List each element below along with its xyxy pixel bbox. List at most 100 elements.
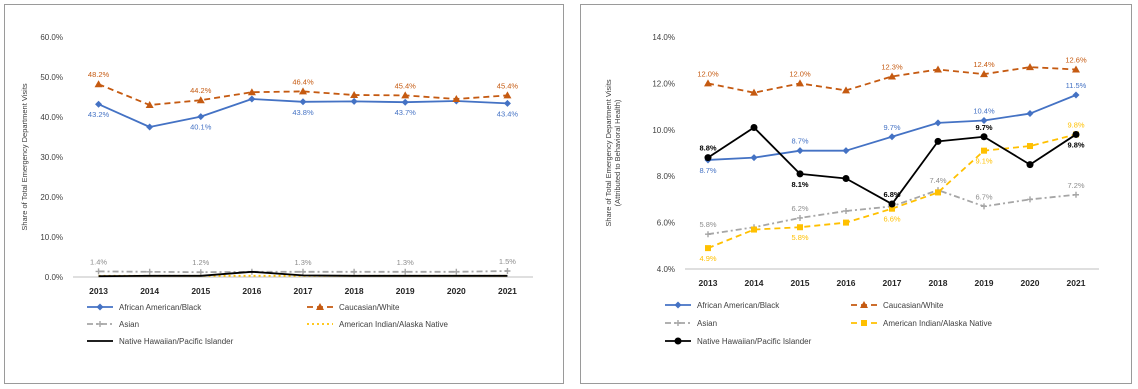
asian-point: [300, 268, 306, 275]
series-african-american-black: 8.7% 8.7% 9.7% 10.4% 11.5%: [699, 81, 1086, 175]
legend-label: African American/Black: [697, 301, 780, 310]
asian-point: [402, 268, 409, 275]
american-indian-alaska-native-line: [707, 133, 1077, 249]
american-indian-alaska-native-point: [797, 224, 803, 231]
caucasian-white-point: [934, 65, 942, 73]
y-axis-title: Share of Total Emergency Department Visi…: [604, 79, 622, 227]
asian-point: [453, 268, 460, 275]
caucasian-white-point: [452, 95, 461, 102]
x-tick-label: 2020: [447, 286, 466, 296]
y-tick-label: 4.0%: [657, 265, 675, 274]
american-indian-alaska-native-point: [1027, 143, 1033, 150]
caucasian-white-point: [299, 87, 307, 95]
african-american-black-point: [350, 97, 358, 105]
data-label: 12.3%: [881, 62, 903, 71]
african-american-black-point: [503, 99, 511, 107]
caucasian-white-point: [704, 79, 712, 87]
y-tick-label: 10.0%: [40, 233, 63, 242]
american-indian-alaska-native-point: [889, 205, 895, 212]
data-label: 11.5%: [1066, 81, 1087, 90]
american-indian-alaska-native-point: [751, 226, 757, 233]
x-tick-label: 2021: [1067, 278, 1086, 288]
legend-item-asian: Asian: [665, 319, 717, 328]
data-label: 8.8%: [699, 144, 716, 153]
native-hawaiian-pacific-islander-point: [1026, 161, 1034, 169]
data-label: 1.2%: [192, 258, 209, 267]
data-label: 48.2%: [88, 70, 110, 79]
legend-item-caucasian-white: Caucasian/White: [307, 303, 400, 312]
chart-panel-right: 4.0% 6.0% 8.0% 10.0% 12.0% 14.0% 2013 2014 2015 2…: [580, 4, 1132, 384]
data-label: 5.8%: [699, 220, 716, 229]
data-label: 10.4%: [973, 107, 995, 116]
legend-label: Native Hawaiian/Pacific Islander: [697, 337, 812, 346]
line-chart-right: 4.0% 6.0% 8.0% 10.0% 12.0% 14.0% 2013 2014 2015 2…: [604, 33, 1099, 346]
legend-marker: [97, 321, 103, 327]
caucasian-white-point: [1072, 65, 1080, 73]
caucasian-white-point: [1026, 63, 1034, 71]
legend-label: American Indian/Alaska Native: [883, 319, 992, 328]
x-tick-label: 2015: [791, 278, 810, 288]
native-hawaiian-pacific-islander-point: [842, 175, 850, 183]
x-tick-label: 2021: [498, 286, 517, 296]
legend-marker: [675, 320, 681, 326]
asian-point: [1073, 191, 1079, 198]
caucasian-white-point: [94, 80, 103, 88]
caucasian-white-point: [196, 96, 205, 104]
series-native-hawaiian-pacific-islander: 8.8% 8.1% 6.8% 9.7% 9.8%: [699, 123, 1085, 208]
american-indian-alaska-native-point: [705, 245, 711, 252]
caucasian-white-point: [401, 91, 410, 99]
y-tick-label: 12.0%: [652, 79, 675, 88]
x-tick-label: 2017: [883, 278, 902, 288]
data-label: 12.0%: [697, 69, 719, 78]
native-hawaiian-pacific-islander-point: [1072, 130, 1080, 138]
series-asian: 1.4% 1.2% 1.3% 1.3% 1.5%: [90, 257, 516, 276]
caucasian-white-point: [980, 70, 988, 78]
y-tick-label: 14.0%: [652, 33, 675, 42]
data-label: 1.3%: [397, 258, 414, 267]
x-tick-label: 2020: [1021, 278, 1040, 288]
native-hawaiian-pacific-islander-point: [704, 154, 712, 162]
y-tick-label: 6.0%: [657, 219, 675, 228]
african-american-black-point: [1026, 110, 1034, 118]
asian-point: [1027, 196, 1033, 203]
data-label: 8.1%: [791, 180, 808, 189]
y-tick-label: 10.0%: [652, 126, 675, 135]
x-tick-label: 2016: [242, 286, 261, 296]
legend-marker: [96, 303, 104, 311]
data-label: 12.0%: [789, 69, 811, 78]
native-hawaiian-pacific-islander-point: [888, 200, 896, 208]
caucasian-white-point: [750, 88, 758, 96]
american-indian-alaska-native-point: [981, 147, 987, 154]
data-label: 1.3%: [294, 258, 311, 267]
x-tick-label: 2016: [837, 278, 856, 288]
legend-item-asian: Asian: [87, 320, 139, 329]
asian-point: [981, 203, 987, 210]
legend-marker: [861, 320, 867, 326]
asian-point: [197, 269, 204, 276]
legend-label: Asian: [119, 320, 139, 329]
african-american-black-point: [248, 95, 256, 103]
data-label: 43.7%: [395, 108, 417, 117]
asian-point: [95, 268, 102, 275]
x-tick-label: 2019: [396, 286, 415, 296]
african-american-black-point: [796, 147, 804, 155]
line-chart-left: 0.0% 10.0% 20.0% 30.0% 40.0% 50.0% 60.0% 2013 20…: [20, 33, 533, 346]
caucasian-white-point: [796, 79, 804, 87]
legend-item-caucasian-white: Caucasian/White: [851, 301, 944, 310]
data-label: 1.5%: [499, 257, 516, 266]
data-label: 6.6%: [883, 215, 900, 224]
asian-line: [98, 270, 508, 274]
african-american-black-point: [299, 98, 307, 106]
legend-item-african-american-black: African American/Black: [665, 301, 780, 310]
data-label: 1.4%: [90, 257, 107, 266]
asian-point: [843, 208, 849, 214]
american-indian-alaska-native-point: [935, 189, 941, 196]
series-american-indian-alaska-native: 4.9% 5.8% 6.6% 9.1% 9.8%: [699, 120, 1084, 263]
data-label: 40.1%: [190, 123, 212, 132]
legend-item-african-american-black: African American/Black: [87, 303, 202, 312]
african-american-black-point: [401, 98, 409, 106]
data-label: 9.8%: [1067, 120, 1084, 129]
y-tick-label: 8.0%: [657, 172, 675, 181]
legend-item-native-hawaiian-pacific-islander: Native Hawaiian/Pacific Islander: [665, 337, 812, 346]
legend-label: American Indian/Alaska Native: [339, 320, 448, 329]
